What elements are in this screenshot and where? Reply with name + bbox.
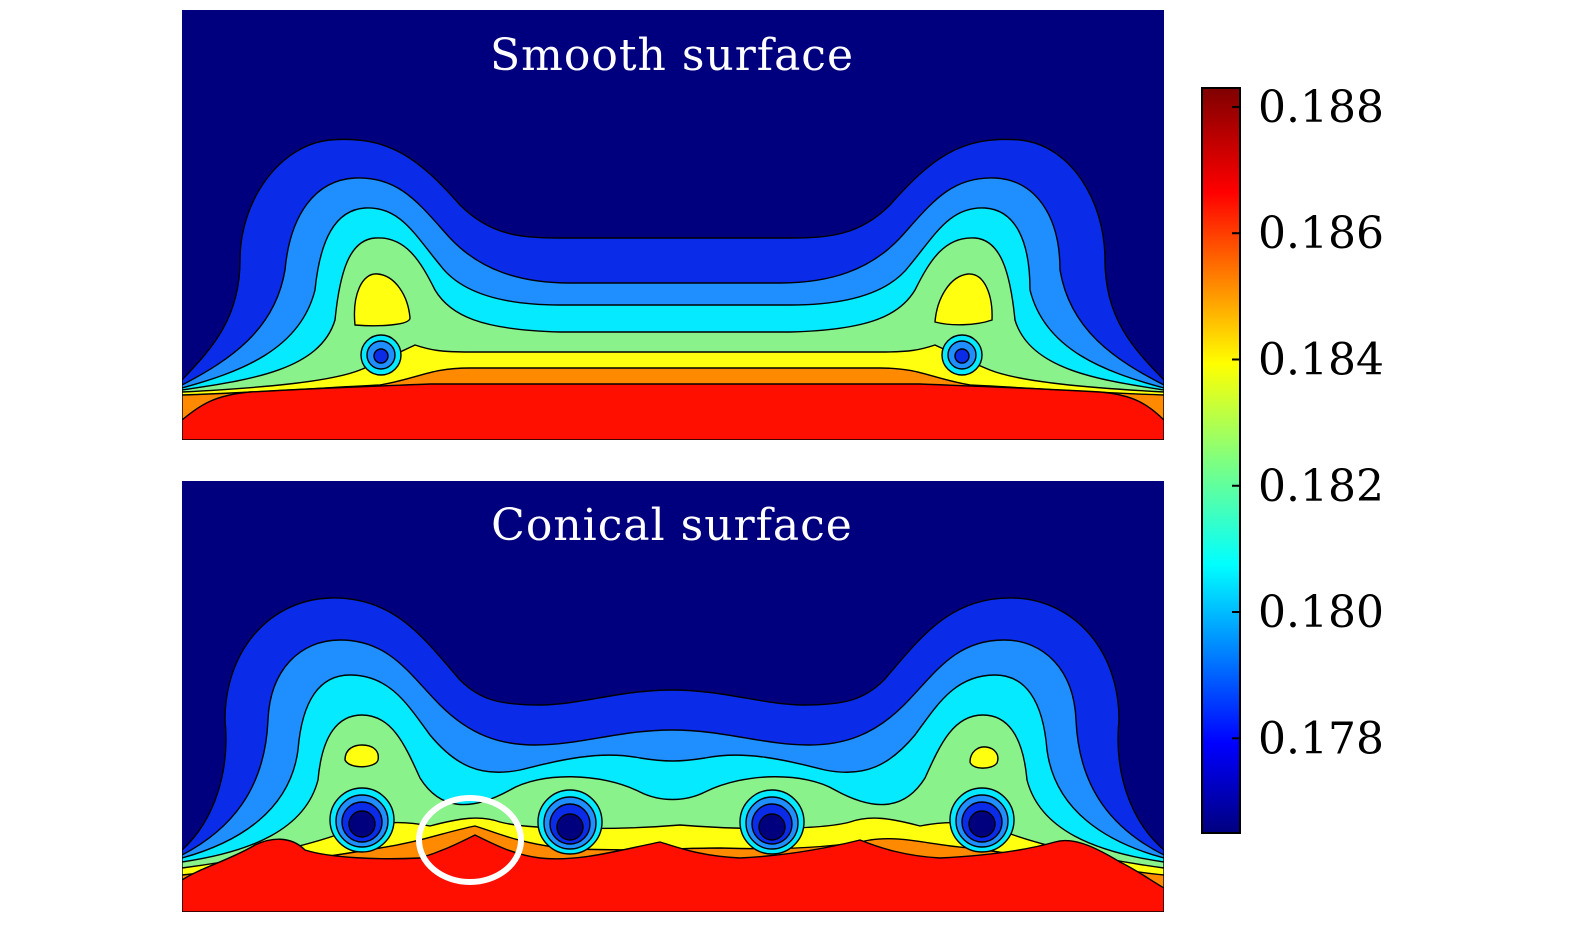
contour-level-5-island-right (934, 273, 993, 326)
colorbar: 0.188 0.186 0.184 0.182 0.180 0.178 (1201, 82, 1384, 834)
vortex-1 (329, 787, 395, 853)
contour-level-7 (182, 383, 1164, 440)
panel-smooth (182, 10, 1164, 440)
panel-title-conical: Conical surface (491, 500, 853, 551)
vortex-3 (739, 789, 805, 855)
panel-title-smooth: Smooth surface (490, 30, 854, 81)
contour-level-5-island-left (353, 273, 411, 327)
vortex-2 (537, 789, 603, 855)
colorbar-ticks: 0.188 0.186 0.184 0.182 0.180 0.178 (1232, 82, 1384, 764)
colorbar-tick-label: 0.186 (1258, 208, 1384, 259)
colorbar-tick-label: 0.180 (1258, 587, 1384, 638)
panel-conical (182, 481, 1164, 912)
contour-level-5-island-right (969, 746, 999, 769)
contour-level-5-island-left (344, 744, 379, 768)
contour-level-7 (182, 834, 1164, 912)
colorbar-gradient (1201, 87, 1241, 834)
vortex-right (941, 334, 983, 376)
vortex-4 (949, 787, 1015, 853)
colorbar-tick-label: 0.184 (1258, 334, 1384, 385)
vortex-left (360, 334, 402, 376)
colorbar-tick-label: 0.182 (1258, 461, 1384, 512)
colorbar-tick-label: 0.188 (1258, 82, 1384, 133)
highlight-circle (416, 795, 524, 885)
colorbar-tick-label: 0.178 (1258, 713, 1384, 764)
